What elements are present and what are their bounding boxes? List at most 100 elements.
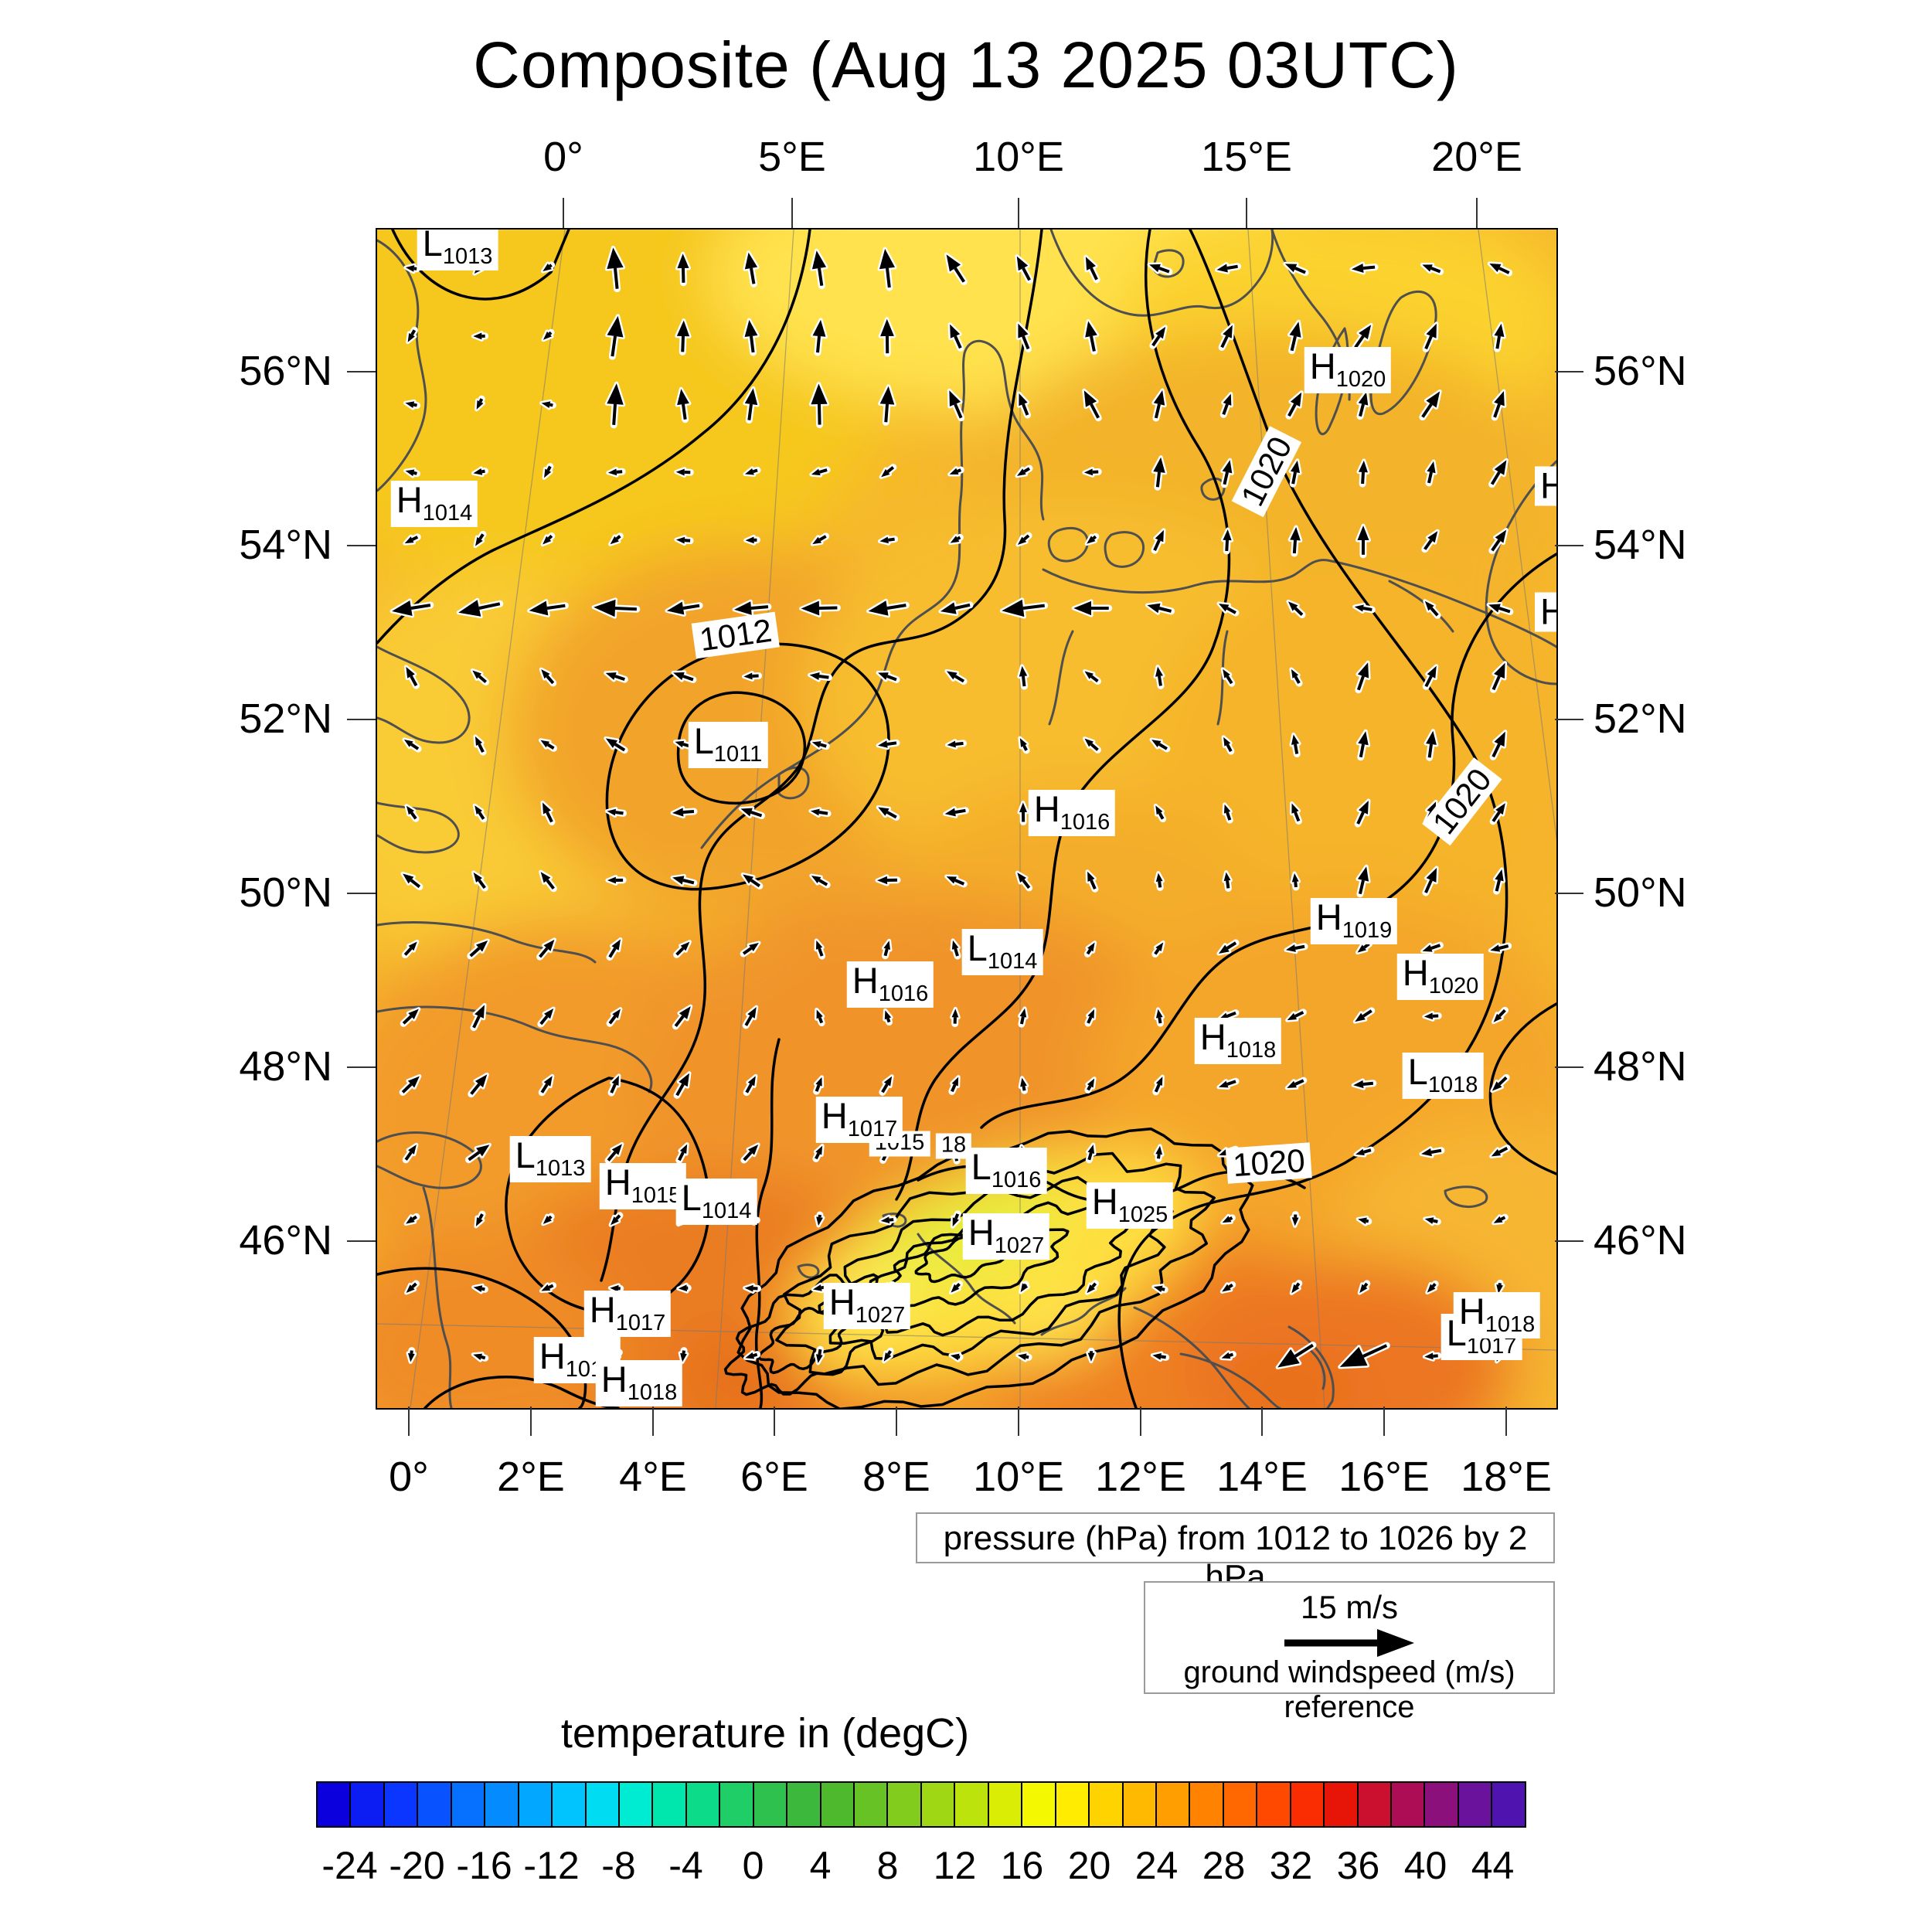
pressure-center-label: L1016: [965, 1148, 1047, 1194]
colorbar-tick-label: -8: [601, 1844, 636, 1887]
colorbar-cell: [553, 1783, 587, 1826]
axis-label-bottom: 4°E: [619, 1454, 687, 1500]
axis-tick-bottom: [1383, 1406, 1385, 1436]
pressure-center-label: H1018: [1194, 1018, 1282, 1064]
pressure-center-label: H1017: [583, 1291, 672, 1337]
pressure-center-label: L1014: [675, 1179, 757, 1225]
colorbar-cell: [1090, 1783, 1124, 1826]
colorbar-cell: [753, 1783, 788, 1826]
colorbar-cell: [1223, 1783, 1258, 1826]
colorbar-tick-label: 40: [1403, 1844, 1447, 1887]
axis-label-top: 20°E: [1431, 134, 1522, 180]
colorbar-tick-label: -24: [321, 1844, 378, 1887]
pressure-center-label: H1018: [595, 1360, 683, 1406]
colorbar-tick-label: 24: [1134, 1844, 1179, 1887]
axis-tick-right: [1555, 371, 1583, 372]
colorbar-cell: [1156, 1783, 1191, 1826]
pressure-center-label: H: [1535, 466, 1556, 506]
colorbar-cell: [720, 1783, 754, 1826]
colorbar-tick-label: -16: [456, 1844, 512, 1887]
axis-tick-right: [1555, 545, 1583, 546]
axis-tick-bottom: [1140, 1406, 1141, 1436]
colorbar-cell: [1325, 1783, 1359, 1826]
colorbar-cell: [1123, 1783, 1157, 1826]
colorbar-tick-label: -12: [523, 1844, 580, 1887]
wind-reference-box: 15 m/s ground windspeed (m/s) reference: [1144, 1581, 1555, 1724]
axis-label-left: 54°N: [239, 522, 332, 568]
axis-label-bottom: 8°E: [862, 1454, 930, 1500]
contour-label: 1020: [1225, 1142, 1313, 1184]
axis-label-right: 48°N: [1594, 1043, 1687, 1090]
pressure-center-label: H1014: [390, 481, 478, 527]
colorbar-cell: [921, 1783, 956, 1826]
map-panel: 1012102010201020L1013H1014L1011H1020HHH1…: [376, 228, 1558, 1410]
axis-tick-top: [1476, 198, 1478, 228]
axis-label-top: 15°E: [1201, 134, 1292, 180]
pressure-center-label: H1016: [1028, 790, 1116, 836]
axis-label-right: 52°N: [1594, 696, 1687, 742]
axis-label-bottom: 16°E: [1338, 1454, 1430, 1500]
axis-tick-left: [347, 1066, 376, 1068]
colorbar-cell: [821, 1783, 855, 1826]
colorbar-cell: [686, 1783, 721, 1826]
pressure-center-label: H1020: [1304, 347, 1392, 393]
axis-label-left: 50°N: [239, 869, 332, 916]
colorbar-cell: [1257, 1783, 1291, 1826]
colorbar-title: temperature in (degC): [560, 1710, 970, 1757]
axis-tick-left: [347, 1240, 376, 1242]
axis-label-right: 46°N: [1594, 1217, 1687, 1264]
colorbar-tick-label: 32: [1269, 1844, 1313, 1887]
pressure-center-label: H1027: [962, 1213, 1050, 1260]
axis-tick-left: [347, 545, 376, 546]
pressure-label-fragment: 18: [935, 1133, 972, 1159]
axis-label-right: 50°N: [1594, 869, 1687, 916]
axis-tick-right: [1555, 1240, 1583, 1242]
axis-tick-right: [1555, 1066, 1583, 1068]
axis-tick-bottom: [774, 1406, 775, 1436]
axis-label-left: 46°N: [239, 1217, 332, 1264]
pressure-center-label: H1018: [1453, 1292, 1541, 1338]
colorbar-tick-label: -20: [389, 1844, 445, 1887]
axis-tick-top: [1018, 198, 1019, 228]
wind-reference-speed: 15 m/s: [1300, 1589, 1399, 1625]
colorbar-cell: [519, 1783, 553, 1826]
axis-label-top: 0°: [543, 134, 583, 180]
colorbar-cell: [1492, 1783, 1525, 1826]
colorbar-tick-label: 8: [876, 1844, 899, 1887]
axis-label-top: 10°E: [973, 134, 1064, 180]
colorbar-cell: [1056, 1783, 1090, 1826]
axis-label-bottom: 2°E: [497, 1454, 565, 1500]
axis-tick-bottom: [1261, 1406, 1263, 1436]
pressure-center-label: H1019: [1310, 898, 1398, 944]
axis-label-left: 56°N: [239, 348, 332, 394]
colorbar-cell: [955, 1783, 989, 1826]
colorbar-tick-label: 36: [1336, 1844, 1380, 1887]
colorbar: [316, 1781, 1526, 1828]
axis-label-left: 48°N: [239, 1043, 332, 1090]
colorbar-tick-label: 12: [933, 1844, 977, 1887]
colorbar-tick-label: 28: [1202, 1844, 1246, 1887]
colorbar-cell: [888, 1783, 922, 1826]
map-canvas: [377, 230, 1556, 1408]
pressure-center-label: H1015: [599, 1163, 687, 1209]
axis-label-bottom: 12°E: [1095, 1454, 1186, 1500]
colorbar-tick-label: 20: [1067, 1844, 1111, 1887]
colorbar-cell: [451, 1783, 486, 1826]
colorbar-cell: [619, 1783, 654, 1826]
colorbar-cell: [653, 1783, 687, 1826]
pressure-center-label: H1017: [815, 1097, 903, 1143]
axis-tick-left: [347, 371, 376, 372]
colorbar-tick-label: 16: [1000, 1844, 1044, 1887]
colorbar-cell: [1358, 1783, 1392, 1826]
colorbar-cell: [418, 1783, 452, 1826]
colorbar-cell: [485, 1783, 519, 1826]
axis-label-bottom: 14°E: [1216, 1454, 1308, 1500]
axis-tick-right: [1555, 719, 1583, 720]
pressure-center-label: H1020: [1396, 954, 1485, 1000]
colorbar-cell: [318, 1783, 352, 1826]
colorbar-cell: [787, 1783, 821, 1826]
axis-label-left: 52°N: [239, 696, 332, 742]
axis-tick-top: [791, 198, 793, 228]
axis-label-bottom: 18°E: [1461, 1454, 1552, 1500]
